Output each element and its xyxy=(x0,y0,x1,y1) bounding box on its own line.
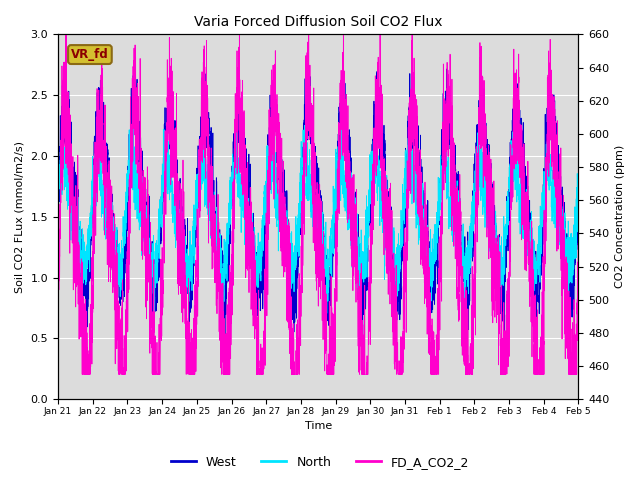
Legend: West, North, FD_A_CO2_2: West, North, FD_A_CO2_2 xyxy=(166,451,474,474)
Title: Varia Forced Diffusion Soil CO2 Flux: Varia Forced Diffusion Soil CO2 Flux xyxy=(194,15,442,29)
Y-axis label: Soil CO2 FLux (mmol/m2/s): Soil CO2 FLux (mmol/m2/s) xyxy=(15,141,25,293)
X-axis label: Time: Time xyxy=(305,421,332,432)
Text: VR_fd: VR_fd xyxy=(71,48,109,61)
Y-axis label: CO2 Concentration (ppm): CO2 Concentration (ppm) xyxy=(615,145,625,288)
